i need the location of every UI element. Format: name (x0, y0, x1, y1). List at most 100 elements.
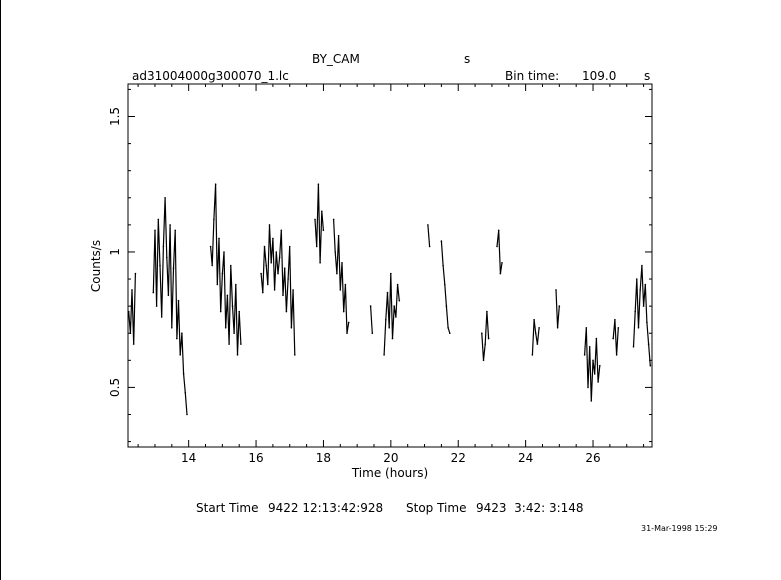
x-axis-label: Time (hours) (351, 466, 428, 480)
lightcurve-segment (632, 265, 651, 366)
plot-timestamp: 31-Mar-1998 15:29 (641, 524, 718, 533)
data-point (585, 327, 588, 329)
data-point (209, 245, 212, 248)
data-point (396, 283, 399, 286)
data-point (388, 327, 391, 329)
data-point (223, 251, 225, 253)
data-point (334, 251, 337, 253)
data-point (270, 262, 273, 264)
data-point (646, 321, 648, 324)
data-point (267, 283, 269, 286)
data-point (496, 245, 498, 248)
start-time-label: Start Time (196, 501, 259, 515)
data-point (531, 354, 534, 356)
data-point (292, 289, 294, 291)
axis-ticks (128, 84, 652, 447)
data-point (186, 413, 188, 416)
data-point (272, 237, 274, 240)
data-point (236, 354, 239, 356)
data-point (176, 337, 178, 340)
object-name: BY_CAM (312, 52, 360, 66)
data-point (184, 392, 187, 394)
data-point (558, 305, 561, 307)
data-point (314, 218, 316, 221)
lightcurve-segment (496, 230, 503, 274)
lightcurve-segment (383, 273, 400, 355)
data-point (283, 267, 286, 270)
lightcurve-segment (314, 184, 324, 263)
data-point (278, 256, 281, 259)
data-point (177, 299, 180, 302)
y-axis-label: Counts/s (89, 240, 103, 292)
data-point (342, 310, 345, 313)
data-point (593, 373, 596, 375)
data-point (533, 318, 535, 321)
data-point (219, 310, 222, 313)
data-point (639, 289, 641, 291)
data-point (285, 310, 288, 313)
data-point (294, 354, 296, 356)
data-point (214, 183, 217, 185)
data-point (534, 332, 537, 335)
data-point (642, 305, 645, 307)
data-point (371, 332, 374, 335)
data-point (538, 327, 540, 329)
data-point (167, 294, 170, 297)
data-point (216, 283, 219, 286)
bin-time-value: 109.0 (582, 69, 617, 83)
data-point (383, 354, 385, 356)
data-point (332, 218, 335, 221)
data-point (612, 337, 614, 340)
data-point (317, 183, 320, 185)
data-point (164, 197, 166, 199)
data-point (169, 224, 171, 226)
x-tick-label: 16 (248, 451, 263, 465)
data-point (321, 210, 323, 213)
data-point (132, 343, 135, 345)
data-point (336, 272, 338, 275)
data-point (233, 332, 235, 335)
data-point (556, 327, 559, 329)
bin-time-label: Bin time: (505, 69, 560, 83)
data-point (277, 272, 279, 275)
data-point (449, 332, 451, 335)
data-point (174, 229, 176, 232)
x-tick-label: 14 (181, 451, 196, 465)
lightcurve-segment (210, 184, 242, 355)
data-point (228, 343, 230, 345)
data-point (445, 305, 448, 307)
data-point (481, 332, 483, 335)
data-point (341, 262, 343, 264)
data-point (497, 229, 500, 232)
data-point (154, 229, 156, 232)
data-point (218, 237, 220, 240)
data-point (486, 310, 488, 313)
data-point (273, 289, 276, 291)
lightcurve-segment (333, 219, 350, 334)
data-point (240, 343, 242, 345)
data-point (157, 218, 160, 221)
data-point (636, 278, 638, 280)
data-point (647, 343, 650, 345)
data-point (221, 272, 224, 275)
data-point (224, 327, 227, 329)
axis-tick-labels: 14 16 18 20 22 24 26 0.5 1 1.5 (108, 107, 601, 465)
data-point (231, 305, 234, 307)
data-point (268, 224, 271, 226)
data-point (262, 291, 264, 294)
lightcurve-segment (427, 224, 431, 247)
data-point (592, 359, 594, 362)
y-tick-label: 1 (108, 248, 122, 256)
data-point (390, 272, 392, 275)
data-point (536, 343, 539, 345)
data-point (287, 278, 289, 280)
data-point (369, 305, 372, 307)
y-tick-label: 1.5 (108, 107, 122, 126)
data-point (238, 310, 240, 313)
data-point (152, 291, 155, 294)
data-point (595, 337, 598, 340)
data-point (172, 267, 175, 270)
data-point (428, 245, 431, 248)
data-point (597, 381, 599, 383)
